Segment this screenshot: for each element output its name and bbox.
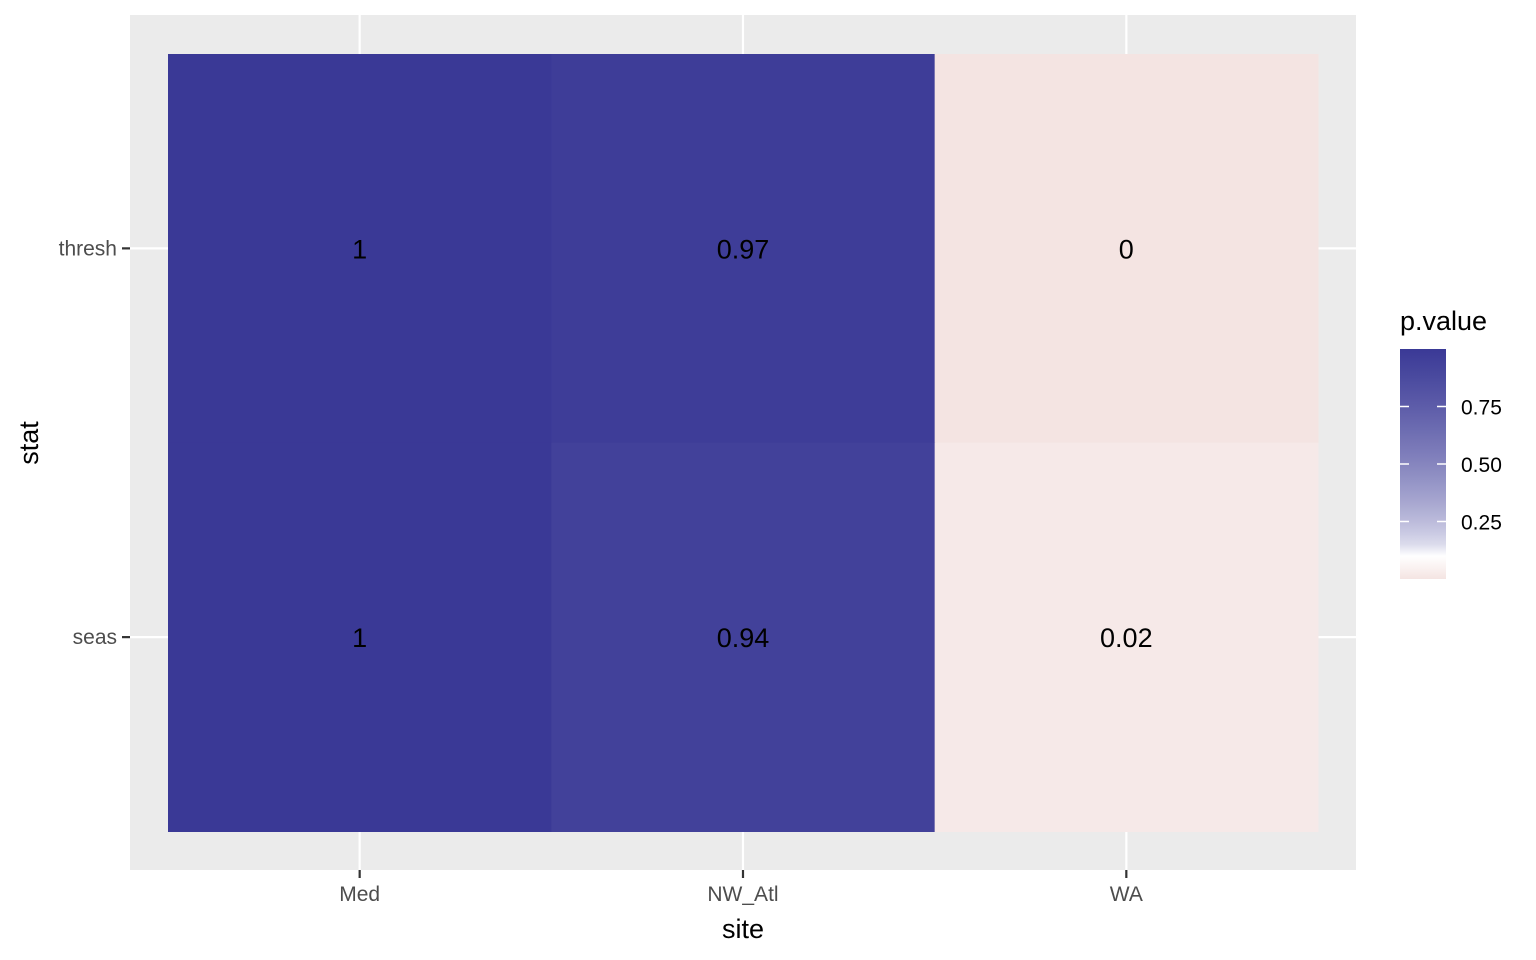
- heatmap-cells: [168, 54, 1319, 832]
- heatmap-cell: [551, 54, 936, 444]
- cell-value-label: 0.02: [1100, 623, 1153, 653]
- legend: p.value 0.25 0.50 0.75: [1400, 306, 1502, 579]
- heatmap-cell: [934, 442, 1319, 832]
- x-tick-label: WA: [1110, 883, 1143, 906]
- cell-labels: 1 0.97 0 1 0.94 0.02: [352, 234, 1152, 653]
- y-tick-label: thresh: [59, 237, 117, 260]
- x-tick-label: NW_Atl: [707, 883, 778, 906]
- heatmap-cell: [168, 54, 552, 444]
- heatmap-cell: [168, 442, 552, 832]
- x-axis-title: site: [722, 914, 764, 944]
- legend-break-label: 0.75: [1461, 397, 1502, 420]
- y-axis: thresh seas: [59, 237, 130, 649]
- x-tick-label: Med: [339, 883, 380, 906]
- cell-value-label: 0: [1119, 234, 1134, 264]
- heatmap-cell: [551, 442, 936, 832]
- cell-value-label: 1: [352, 234, 367, 264]
- legend-break-label: 0.50: [1461, 454, 1502, 477]
- heatmap-cell: [934, 54, 1319, 444]
- y-axis-title: stat: [14, 421, 44, 465]
- legend-break-label: 0.25: [1461, 512, 1502, 535]
- cell-value-label: 0.94: [717, 623, 770, 653]
- legend-title: p.value: [1400, 306, 1487, 336]
- cell-value-label: 1: [352, 623, 367, 653]
- x-axis: Med NW_Atl WA: [339, 870, 1143, 906]
- y-tick-label: seas: [73, 626, 117, 649]
- cell-value-label: 0.97: [717, 234, 770, 264]
- legend-ticks: 0.25 0.50 0.75: [1400, 397, 1502, 535]
